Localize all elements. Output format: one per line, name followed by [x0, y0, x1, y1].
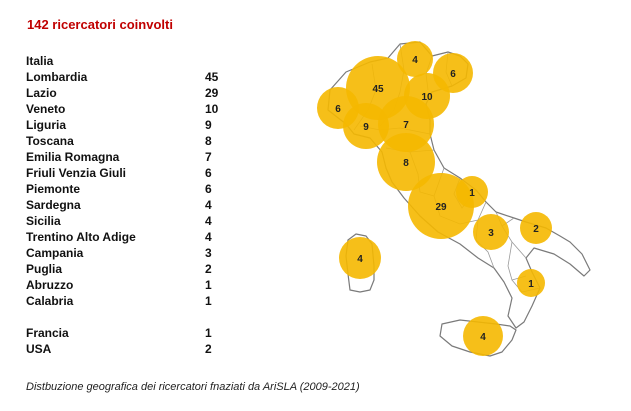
bubble-calabria	[517, 269, 545, 297]
table-row: Emilia Romagna 7	[26, 149, 226, 165]
table-row: Sardegna 4	[26, 197, 226, 213]
bubble-puglia	[520, 212, 552, 244]
region-count: 29	[205, 86, 219, 100]
region-name: Puglia	[26, 262, 63, 276]
table-row: Abruzzo 1	[26, 277, 226, 293]
bubble-friuli-venezia-giulia	[433, 53, 473, 93]
bubble-label-sardegna: 4	[357, 254, 363, 265]
region-name: Liguria	[26, 118, 67, 132]
region-name: USA	[26, 342, 52, 356]
table-row: Sicilia 4	[26, 213, 226, 229]
bubble-label-trentino-alto-adige: 4	[412, 55, 418, 66]
region-count: 45	[205, 70, 219, 84]
table-row: Puglia 2	[26, 261, 226, 277]
bubble-label-lazio: 29	[435, 202, 447, 213]
table-row: Lombardia 45	[26, 69, 226, 85]
map-caption: Distbuzione geografica dei ricercatori f…	[26, 381, 360, 393]
bubble-label-puglia: 2	[533, 224, 539, 235]
region-count: 4	[205, 214, 212, 228]
region-count: 3	[205, 246, 212, 260]
region-name: Piemonte	[26, 182, 81, 196]
bubble-trentino-alto-adige	[397, 41, 433, 77]
region-count: 1	[205, 294, 212, 308]
table-row: Liguria 9	[26, 117, 226, 133]
region-name: Sardegna	[26, 198, 81, 212]
table-spacer	[26, 309, 226, 325]
bubble-sardegna	[339, 237, 381, 279]
region-name: Friuli Venzia Giuli	[26, 166, 127, 180]
region-name: Trentino Alto Adige	[26, 230, 136, 244]
region-count: 10	[205, 102, 219, 116]
region-name: Toscana	[26, 134, 74, 148]
table-row: Friuli Venzia Giuli 6	[26, 165, 226, 181]
region-count: 4	[205, 230, 212, 244]
bubble-label-friuli-venezia-giulia: 6	[450, 69, 456, 80]
region-name: Emilia Romagna	[26, 150, 120, 164]
region-name: Calabria	[26, 294, 74, 308]
region-count: 1	[205, 278, 212, 292]
table-header-row: Italia	[26, 53, 226, 69]
bubble-label-lombardia: 45	[372, 84, 384, 95]
bubble-label-campania: 3	[488, 228, 494, 239]
region-name: Abruzzo	[26, 278, 74, 292]
region-count: 2	[205, 342, 212, 356]
region-name: Lombardia	[26, 70, 88, 84]
researchers-table: Italia Lombardia 45 Lazio 29 Veneto 10 Liguria…	[26, 53, 226, 357]
bubbles-layer: 45 29 10 9 8 7 6 6 4 4 4 3 2 1 1	[317, 41, 552, 356]
table-row: USA 2	[26, 341, 226, 357]
table-row: Calabria 1	[26, 293, 226, 309]
table-row: Lazio 29	[26, 85, 226, 101]
region-count: 8	[205, 134, 212, 148]
bubble-sicilia	[463, 316, 503, 356]
foreign-rows: Francia 1 USA 2	[26, 325, 226, 357]
table-row: Francia 1	[26, 325, 226, 341]
region-count: 4	[205, 198, 212, 212]
region-count: 6	[205, 166, 212, 180]
bubble-label-toscana: 8	[403, 158, 409, 169]
table-row: Toscana 8	[26, 133, 226, 149]
bubble-piemonte	[317, 87, 359, 129]
bubble-label-calabria: 1	[528, 279, 534, 290]
table-row: Campania 3	[26, 245, 226, 261]
region-name: Sicilia	[26, 214, 61, 228]
bubble-label-emilia-romagna: 7	[403, 120, 409, 131]
table-header-italia: Italia	[26, 54, 54, 68]
region-name: Lazio	[26, 86, 57, 100]
region-count: 1	[205, 326, 212, 340]
bubble-emilia-romagna	[378, 96, 434, 152]
region-name: Veneto	[26, 102, 66, 116]
italy-bubble-map: 45 29 10 9 8 7 6 6 4 4 4 3 2 1 1	[317, 41, 591, 357]
table-row: Trentino Alto Adige 4	[26, 229, 226, 245]
bubble-label-piemonte: 6	[335, 104, 341, 115]
bubble-label-sicilia: 4	[480, 332, 486, 343]
region-name: Campania	[26, 246, 84, 260]
region-count: 7	[205, 150, 212, 164]
bubble-campania	[473, 214, 509, 250]
italy-rows: Lombardia 45 Lazio 29 Veneto 10 Liguria 9 Toscan…	[26, 69, 226, 309]
bubble-label-liguria: 9	[363, 122, 369, 133]
region-count: 6	[205, 182, 212, 196]
bubble-abruzzo	[456, 176, 488, 208]
bubble-label-veneto: 10	[421, 92, 433, 103]
region-count: 2	[205, 262, 212, 276]
table-row: Veneto 10	[26, 101, 226, 117]
bubble-label-abruzzo: 1	[469, 188, 475, 199]
region-count: 9	[205, 118, 212, 132]
region-name: Francia	[26, 326, 69, 340]
page-title: 142 ricercatori coinvolti	[27, 17, 173, 32]
table-row: Piemonte 6	[26, 181, 226, 197]
